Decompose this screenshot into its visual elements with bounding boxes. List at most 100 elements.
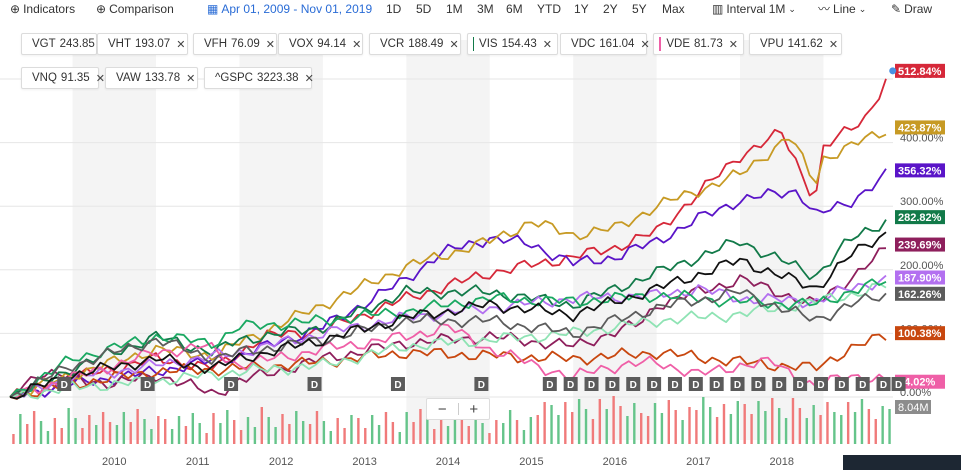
date-range-button[interactable]: ▦ Apr 01, 2009 - Nov 01, 2019 (207, 1, 372, 18)
ticker-pill-vfh[interactable]: VFH 76.09 ✕ (193, 33, 277, 55)
ticker-pill-vis[interactable]: VIS 154.43 ✕ (467, 33, 558, 55)
ticker-pill-vnq[interactable]: VNQ 91.35 ✕ (21, 67, 105, 89)
volume-bar (398, 432, 401, 444)
ticker-pill-gspc[interactable]: ^GSPC 3223.38 ✕ (204, 67, 314, 89)
volume-bar (405, 412, 408, 444)
dividend-marker-label: D (567, 380, 574, 391)
ticker-pill-vpu[interactable]: VPU 141.62 ✕ (749, 33, 842, 55)
dividend-marker (834, 377, 849, 391)
volume-bar (53, 418, 57, 444)
dividend-marker (793, 377, 808, 391)
volume-bar (591, 419, 595, 444)
close-icon[interactable]: ✕ (186, 72, 196, 85)
range-max[interactable]: Max (662, 1, 685, 18)
range-2y[interactable]: 2Y (603, 1, 618, 18)
ticker-pill-vox[interactable]: VOX 94.14 ✕ (278, 33, 363, 55)
volume-bar (32, 411, 36, 444)
ticker-symbol: VDE (666, 38, 690, 50)
close-icon[interactable]: ✕ (304, 72, 314, 85)
volume-bar (150, 429, 153, 444)
x-tick-label: 2018 (770, 456, 794, 468)
close-icon[interactable]: ✕ (265, 38, 275, 51)
range-1y[interactable]: 1Y (574, 1, 589, 18)
volume-bar (791, 398, 795, 444)
dividend-marker (563, 377, 578, 391)
volume-bar (315, 411, 319, 444)
volume-bar (88, 415, 91, 444)
volume-bar (598, 399, 602, 444)
y-tick-label: 300.00% (900, 196, 944, 208)
volume-bar (460, 416, 464, 444)
interval-dropdown[interactable]: ▥ Interval 1M ⌄ (712, 1, 796, 18)
dividend-marker (307, 377, 322, 391)
volume-bar (881, 406, 884, 444)
ticker-pill-vht[interactable]: VHT 193.07 ✕ (97, 33, 188, 55)
close-icon[interactable]: ✕ (828, 38, 839, 51)
range-1d[interactable]: 1D (386, 1, 401, 18)
ticker-pill-vdc[interactable]: VDC 161.04 ✕ (560, 33, 650, 55)
volume-bar (867, 409, 871, 444)
volume-bar (853, 412, 857, 444)
ticker-symbol: VGT (32, 38, 56, 50)
range-label: YTD (537, 2, 561, 16)
volume-bar (750, 414, 753, 444)
line-chart-icon: 〰 (818, 2, 831, 16)
close-icon[interactable]: ✕ (728, 38, 738, 51)
ticker-symbol: VCR (380, 38, 405, 50)
ticker-price: 81.73 (694, 38, 723, 50)
dividend-marker (647, 377, 662, 391)
ticker-symbol: VNQ (32, 72, 57, 84)
ticker-price: 193.07 (135, 38, 171, 50)
volume-bar (191, 413, 195, 444)
volume-bar (336, 418, 339, 444)
close-icon[interactable]: ✕ (640, 38, 650, 51)
range-ytd[interactable]: YTD (537, 1, 561, 18)
comparison-button[interactable]: ⊕ Comparison (96, 1, 174, 18)
volume-bar (343, 428, 346, 444)
volume-bar (46, 431, 50, 444)
zoom-in-button[interactable]: + (469, 400, 479, 418)
volume-bar (515, 420, 519, 444)
chart-toolbar: ⊕ Indicators ⊕ Comparison ▦ Apr 01, 2009 - … (0, 0, 961, 20)
volume-bar (612, 396, 615, 444)
zoom-out-button[interactable]: − (437, 400, 447, 418)
range-5d[interactable]: 5D (416, 1, 431, 18)
indicators-button[interactable]: ⊕ Indicators (10, 1, 75, 18)
chart-type-dropdown[interactable]: 〰 Line ⌄ (818, 1, 866, 18)
dividend-marker-label: D (796, 380, 803, 391)
x-tick-label: 2017 (686, 456, 710, 468)
volume-bar (12, 434, 15, 444)
dividend-marker-label: D (394, 380, 401, 391)
dividend-marker (474, 377, 489, 391)
range-5y[interactable]: 5Y (632, 1, 647, 18)
volume-bar (605, 409, 608, 444)
interval-value: 1M (768, 2, 786, 16)
draw-button[interactable]: ✎ Draw (891, 1, 932, 18)
calendar-icon: ▦ (207, 2, 219, 16)
close-icon[interactable]: ✕ (95, 72, 105, 85)
ticker-price: 133.78 (144, 72, 181, 84)
close-icon[interactable]: ✕ (176, 38, 186, 51)
volume-bar (426, 419, 429, 444)
volume-bar (39, 421, 43, 444)
volume-bar (502, 423, 505, 444)
range-1m[interactable]: 1M (446, 1, 463, 18)
volume-bar (488, 433, 491, 444)
series-end-tag (895, 237, 945, 252)
close-icon[interactable]: ✕ (449, 38, 459, 51)
close-icon[interactable]: ✕ (352, 38, 362, 51)
volume-bar (205, 433, 208, 444)
range-6m[interactable]: 6M (506, 1, 523, 18)
volume-bar (391, 422, 395, 444)
ticker-pill-vcr[interactable]: VCR 188.49 ✕ (369, 33, 461, 55)
volume-bar (467, 426, 470, 444)
draw-label: Draw (904, 2, 933, 16)
ticker-pill-vde[interactable]: VDE 81.73 ✕ (653, 33, 744, 55)
close-icon[interactable]: ✕ (542, 38, 552, 51)
series-end-label: 100.38% (898, 328, 942, 340)
volume-bar (329, 431, 332, 444)
range-3m[interactable]: 3M (477, 1, 494, 18)
ticker-pill-vaw[interactable]: VAW 133.78 ✕ (105, 67, 198, 89)
